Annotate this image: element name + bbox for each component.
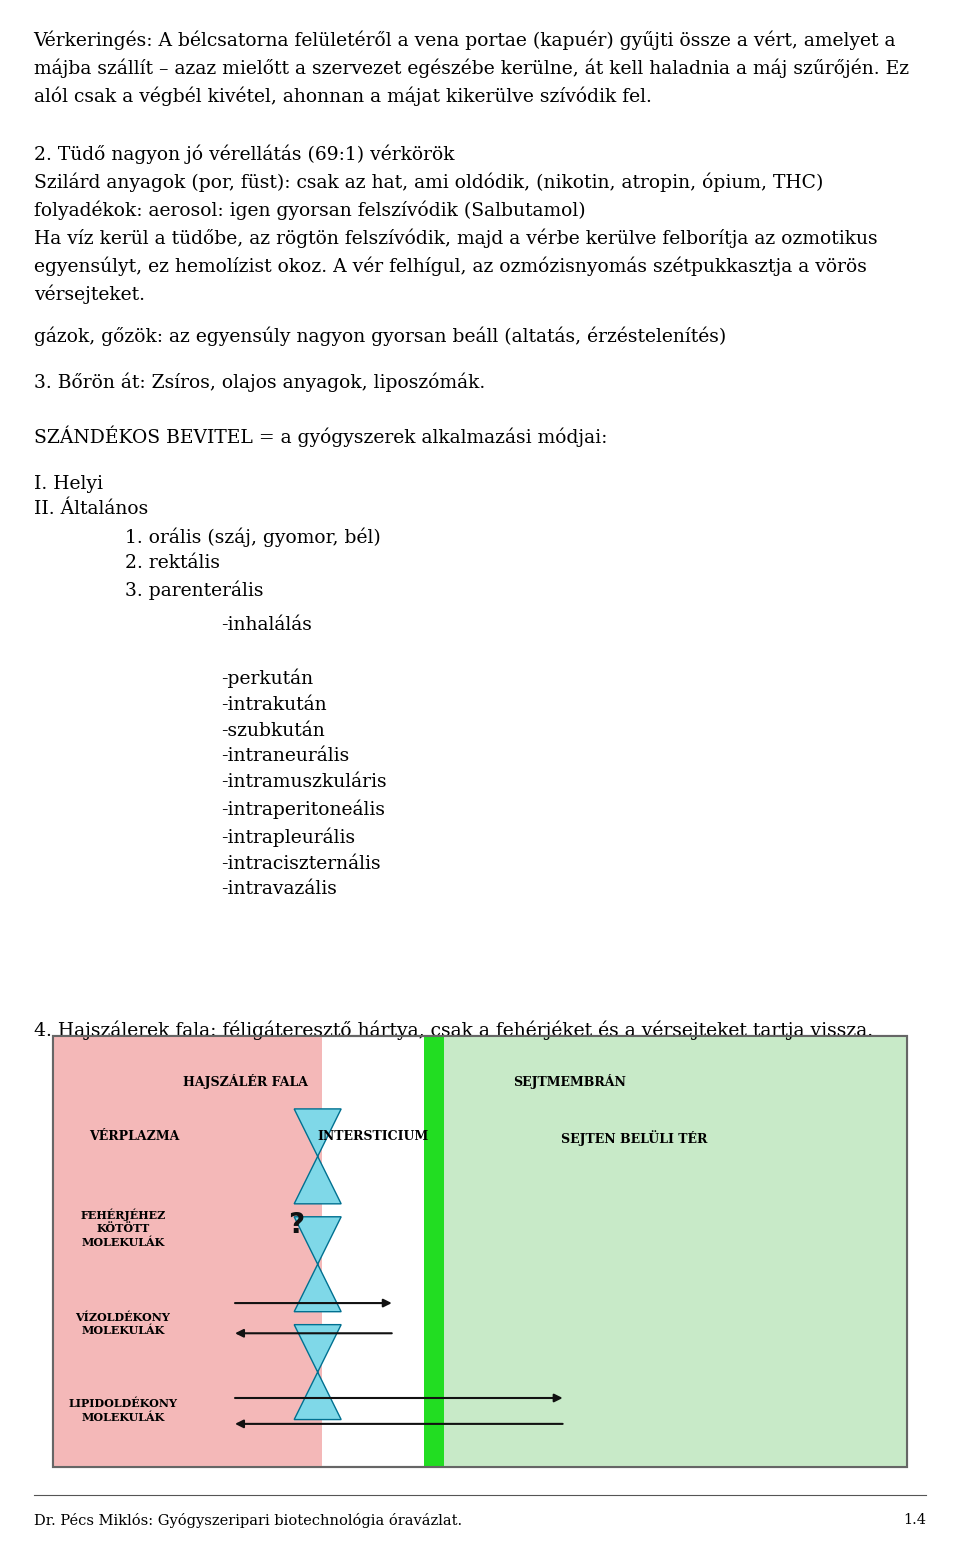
Text: 4. Hajszálerek fala: féligáteresztő hártya, csak a fehérjéket és a vérsejteket t: 4. Hajszálerek fala: féligáteresztő hárt… [34,1020,873,1040]
Text: HAJSZÁLÉR FALA: HAJSZÁLÉR FALA [182,1074,307,1089]
Text: 2. Tüdő nagyon jó vérellátás (69:1) vérkörök
Szilárd anyagok (por, füst): csak a: 2. Tüdő nagyon jó vérellátás (69:1) vérk… [34,145,877,305]
Text: SEJTEN BELÜLI TÉR: SEJTEN BELÜLI TÉR [561,1131,707,1147]
Text: I. Helyi
II. Általános: I. Helyi II. Általános [34,475,148,518]
Polygon shape [294,1217,341,1311]
Bar [444,1036,907,1467]
Text: VÉRPLAZMA: VÉRPLAZMA [88,1131,180,1143]
Text: INTERSTICIUM: INTERSTICIUM [318,1131,429,1143]
Text: 1.4: 1.4 [903,1513,926,1527]
Text: Dr. Pécs Miklós: Gyógyszeripari biotechnológia óravázlat.: Dr. Pécs Miklós: Gyógyszeripari biotechn… [34,1513,462,1529]
Polygon shape [294,1325,341,1419]
Text: 1. orális (száj, gyomor, bél)
2. rektális
3. parenterális: 1. orális (száj, gyomor, bél) 2. rektáli… [125,527,380,601]
Text: LIPIDOLDÉKONY
MOLEKULÁK: LIPIDOLDÉKONY MOLEKULÁK [68,1398,178,1422]
Bar [53,1036,322,1467]
Bar [424,1036,444,1467]
Text: Vérkeringés: A bélcsatorna felületéről a vena portae (kapuér) gyűjti össze a vér: Vérkeringés: A bélcsatorna felületéről a… [34,31,909,106]
Text: VÍZOLDÉKONY
MOLEKULÁK: VÍZOLDÉKONY MOLEKULÁK [76,1311,170,1336]
Text: SEJTMEMBRÁN: SEJTMEMBRÁN [514,1074,626,1089]
Bar [53,1036,907,1467]
Text: SZÁNDÉKOS BEVITEL = a gyógyszerek alkalmazási módjai:: SZÁNDÉKOS BEVITEL = a gyógyszerek alkalm… [34,425,607,447]
Text: FEHÉRJÉHEZ
KÖTÖTT
MOLEKULÁK: FEHÉRJÉHEZ KÖTÖTT MOLEKULÁK [81,1208,165,1248]
Polygon shape [294,1110,341,1204]
Text: ?: ? [288,1211,304,1239]
Text: gázok, gőzök: az egyensúly nagyon gyorsan beáll (altatás, érzéstelenítés): gázok, gőzök: az egyensúly nagyon gyorsa… [34,327,726,347]
Bar [53,1036,907,1467]
Text: -inhalálás

-perkután
-intrakután
-szubkután
-intraneurális
-intramuszkuláris
-i: -inhalálás -perkután -intrakután -szubku… [221,616,387,898]
Text: 3. Bőrön át: Zsíros, olajos anyagok, liposzómák.: 3. Bőrön át: Zsíros, olajos anyagok, lip… [34,373,485,393]
